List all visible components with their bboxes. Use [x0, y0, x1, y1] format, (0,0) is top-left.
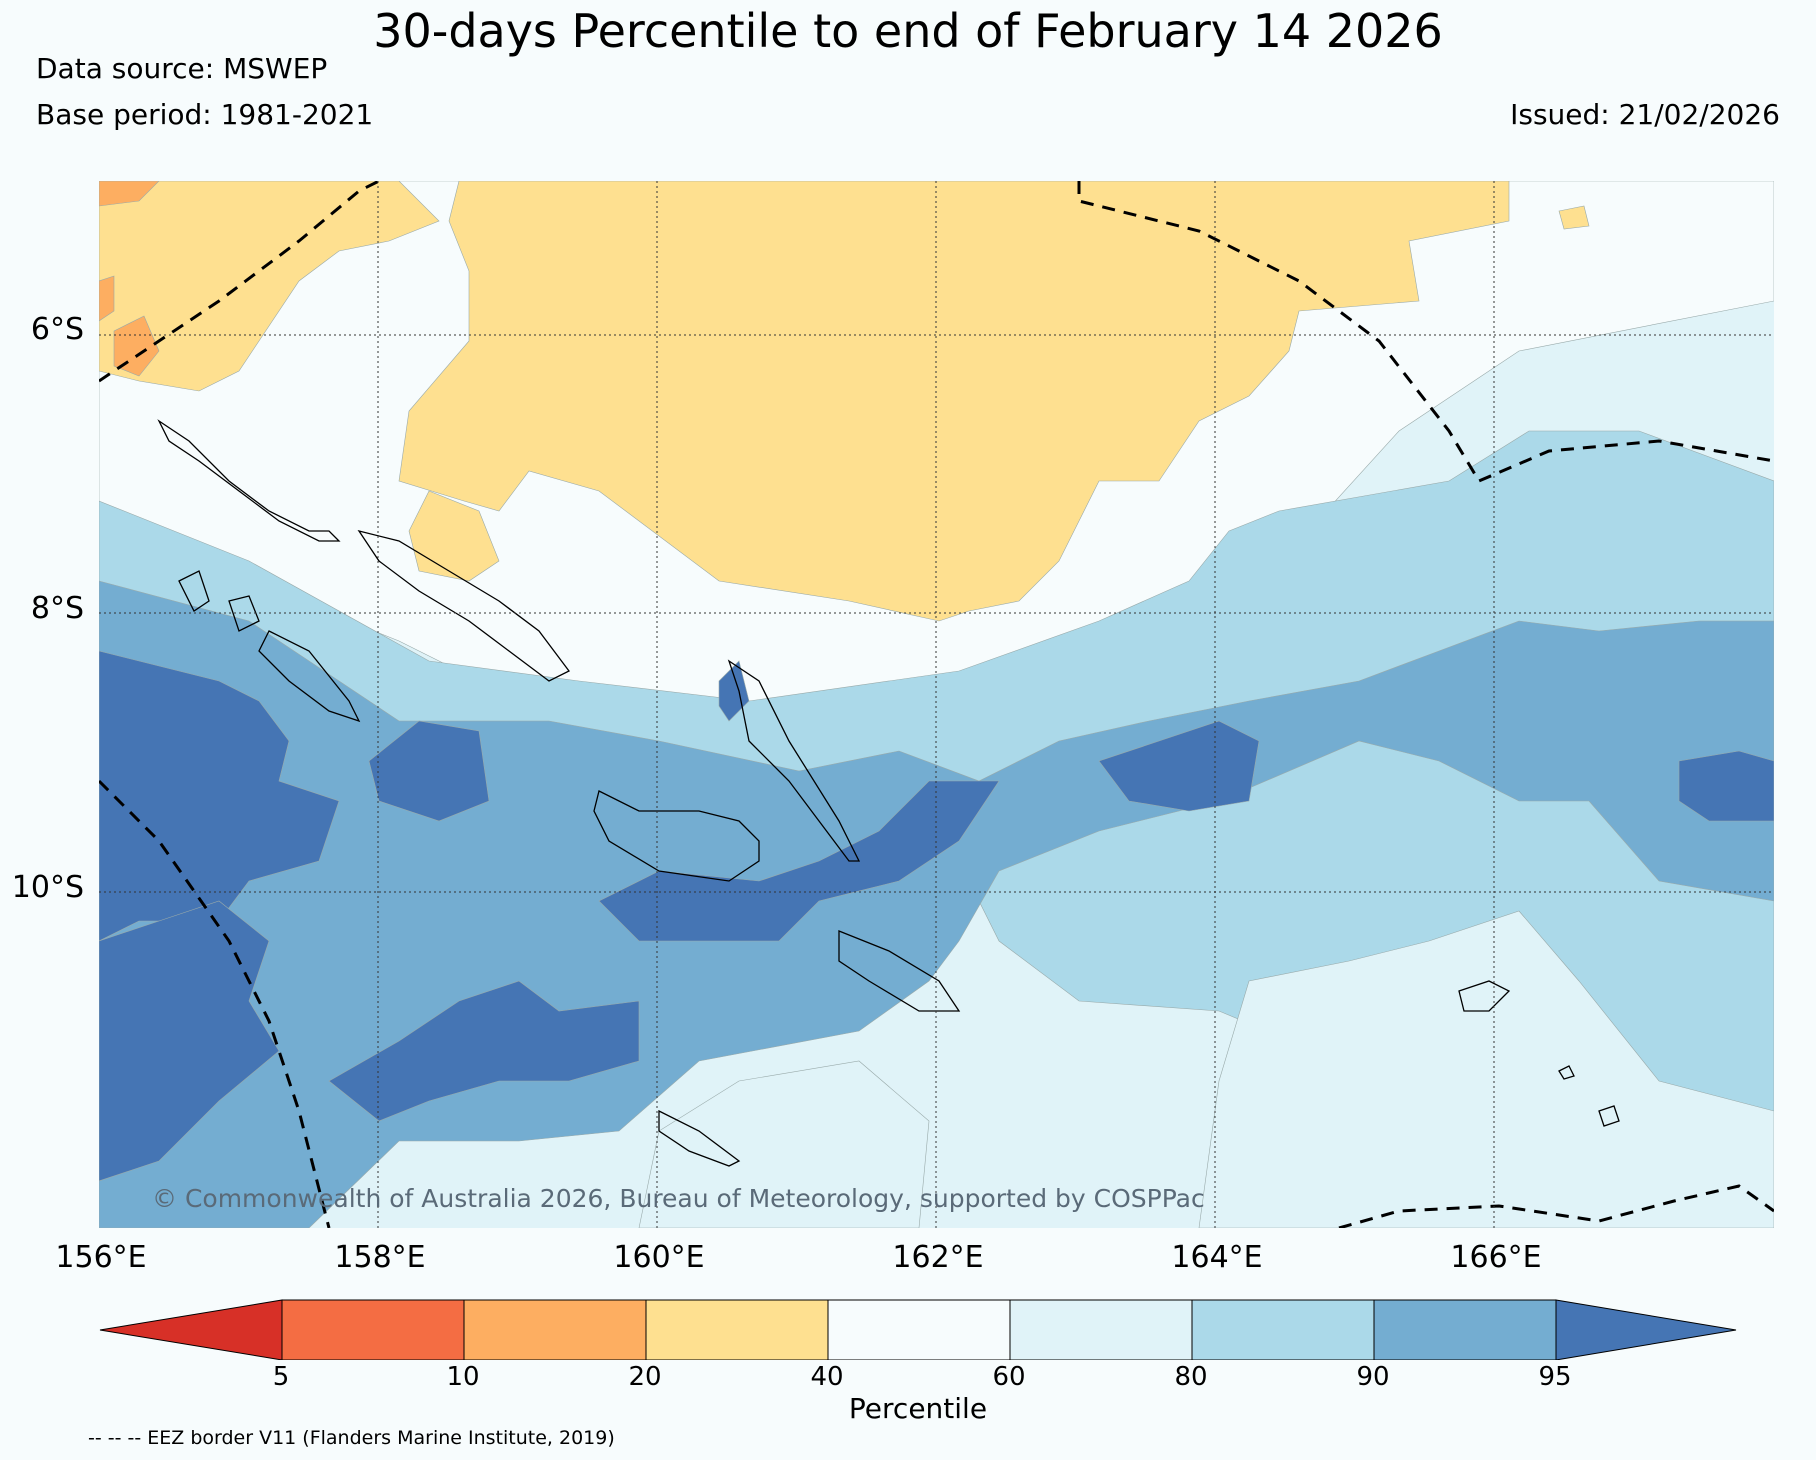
region-20-40-ne-speck [1558, 205, 1590, 230]
colorbar-tick: 5 [272, 1362, 290, 1392]
graticule [99, 181, 1774, 1228]
region-10-20 [99, 181, 160, 207]
coastlines [157, 419, 1620, 1167]
colorbar-tick: 60 [992, 1362, 1026, 1392]
colorbar-segment [463, 1299, 647, 1360]
lon-label-164e: 164°E [1171, 1240, 1263, 1275]
colorbar-tick: 80 [1174, 1362, 1208, 1392]
colorbar-extend-low [99, 1299, 283, 1360]
region-95plus-southwest [99, 900, 280, 1182]
region-10-20-b [99, 275, 115, 322]
region-20-40-north [398, 181, 1510, 622]
colorbar-segment [645, 1299, 829, 1360]
region-60-80-south [1198, 910, 1774, 1228]
percentile-map [99, 181, 1774, 1228]
map-title: 30-days Percentile to end of February 14… [373, 4, 1443, 58]
colorbar-tick: 90 [1356, 1362, 1390, 1392]
issued-date-label: Issued: 21/02/2026 [1510, 98, 1780, 131]
region-95plus-west [99, 650, 340, 942]
copyright-notice: © Commonwealth of Australia 2026, Bureau… [152, 1184, 1205, 1213]
lat-label-10s: 10°S [11, 870, 84, 905]
eez-border-note: -- -- -- EEZ border V11 (Flanders Marine… [88, 1427, 615, 1449]
colorbar-tick: 10 [446, 1362, 480, 1392]
lat-label-8s: 8°S [30, 591, 84, 626]
lat-label-6s: 6°S [30, 312, 84, 347]
region-20-40-island [408, 490, 500, 582]
region-95plus-east2 [1678, 750, 1774, 822]
lon-label-166e: 166°E [1450, 1240, 1542, 1275]
colorbar [99, 1299, 1737, 1360]
colorbar-segment [1009, 1299, 1193, 1360]
lon-label-162e: 162°E [892, 1240, 984, 1275]
colorbar-segment [1373, 1299, 1557, 1360]
colorbar-segment [1191, 1299, 1375, 1360]
colorbar-segments [99, 1299, 1737, 1360]
region-95plus-mid [598, 780, 1000, 942]
colorbar-segment [281, 1299, 465, 1360]
lon-label-160e: 160°E [613, 1240, 705, 1275]
colorbar-tick: 20 [628, 1362, 662, 1392]
data-source-label: Data source: MSWEP [36, 52, 328, 85]
colorbar-segment [827, 1299, 1011, 1360]
colorbar-label: Percentile [848, 1392, 988, 1425]
region-10-20-c [113, 315, 160, 377]
lon-label-158e: 158°E [334, 1240, 426, 1275]
eez-borders [99, 181, 1774, 1228]
colorbar-tick: 40 [810, 1362, 844, 1392]
lon-label-156e: 156°E [55, 1240, 147, 1275]
colorbar-extend-high [1555, 1299, 1737, 1360]
region-95plus-central [368, 720, 490, 822]
region-20-40-northwest [99, 181, 440, 392]
base-period-label: Base period: 1981-2021 [36, 98, 374, 131]
region-95plus-south [328, 980, 640, 1122]
region-95plus-east1 [1098, 720, 1260, 812]
colorbar-tick: 95 [1538, 1362, 1572, 1392]
